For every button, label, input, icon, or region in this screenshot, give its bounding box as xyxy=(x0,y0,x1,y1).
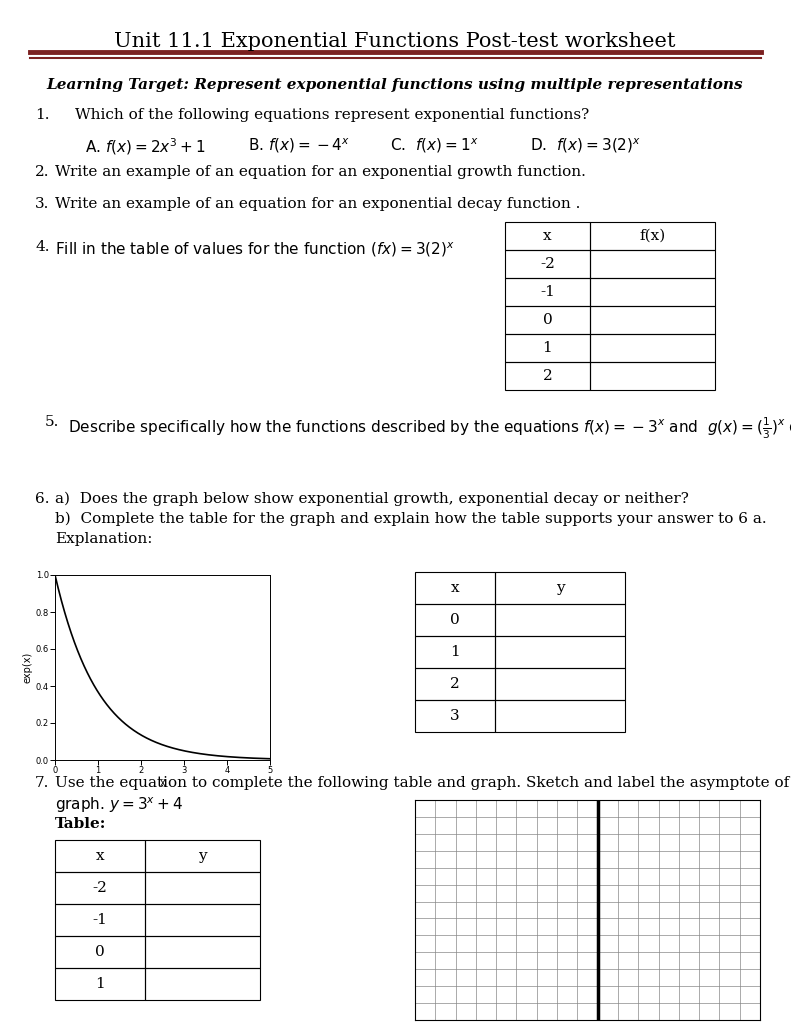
Bar xyxy=(505,222,590,250)
Text: Write an example of an equation for an exponential growth function.: Write an example of an equation for an e… xyxy=(55,165,586,179)
Bar xyxy=(590,362,715,390)
Text: graph. $y = 3^x + 4$: graph. $y = 3^x + 4$ xyxy=(55,795,184,815)
Text: 1: 1 xyxy=(95,977,105,991)
Text: C.  $f(x) = 1^x$: C. $f(x) = 1^x$ xyxy=(390,136,479,155)
Bar xyxy=(55,840,145,872)
Bar xyxy=(145,904,260,936)
Text: -2: -2 xyxy=(93,881,108,895)
Text: 2: 2 xyxy=(543,369,552,383)
Text: 7.: 7. xyxy=(35,776,49,790)
Text: -1: -1 xyxy=(540,285,555,299)
Text: Which of the following equations represent exponential functions?: Which of the following equations represe… xyxy=(75,108,589,122)
Text: y: y xyxy=(556,581,564,595)
Text: 4.: 4. xyxy=(35,240,50,254)
Bar xyxy=(505,334,590,362)
Text: Unit 11.1 Exponential Functions Post-test worksheet: Unit 11.1 Exponential Functions Post-tes… xyxy=(114,32,676,51)
Bar xyxy=(145,936,260,968)
Bar xyxy=(505,250,590,278)
Text: a)  Does the graph below show exponential growth, exponential decay or neither?: a) Does the graph below show exponential… xyxy=(55,492,689,507)
Text: 0: 0 xyxy=(543,313,552,327)
Text: 3: 3 xyxy=(450,709,460,723)
Bar xyxy=(55,904,145,936)
Text: Explanation:: Explanation: xyxy=(55,532,153,546)
Text: 0: 0 xyxy=(95,945,105,959)
Text: Use the equation to complete the following table and graph. Sketch and label the: Use the equation to complete the followi… xyxy=(55,776,791,790)
Bar xyxy=(415,604,495,636)
Text: 2: 2 xyxy=(450,677,460,691)
Bar xyxy=(495,668,625,700)
Bar xyxy=(590,222,715,250)
Bar xyxy=(145,872,260,904)
Bar xyxy=(590,306,715,334)
Bar xyxy=(495,700,625,732)
Text: f(x): f(x) xyxy=(639,229,665,243)
Bar xyxy=(145,968,260,1000)
Bar xyxy=(55,936,145,968)
Y-axis label: exp(x): exp(x) xyxy=(23,652,32,683)
Text: Describe specifically how the functions described by the equations $f(x) = -3^x$: Describe specifically how the functions … xyxy=(68,415,791,440)
Text: Fill in the table of values for the function $(fx) = 3(2)^x$: Fill in the table of values for the func… xyxy=(55,240,455,259)
Text: B. $f(x) = -4^x$: B. $f(x) = -4^x$ xyxy=(248,136,350,155)
Text: x: x xyxy=(451,581,460,595)
Bar xyxy=(590,250,715,278)
Bar xyxy=(495,572,625,604)
Text: 1: 1 xyxy=(450,645,460,659)
Bar xyxy=(505,306,590,334)
Text: A. $f(x) = 2x^3 + 1$: A. $f(x) = 2x^3 + 1$ xyxy=(85,136,206,157)
Text: Table:: Table: xyxy=(55,817,106,831)
Text: 2.: 2. xyxy=(35,165,50,179)
Text: -1: -1 xyxy=(93,913,108,927)
Text: x: x xyxy=(96,849,104,863)
Bar xyxy=(495,636,625,668)
Text: 3.: 3. xyxy=(35,197,49,211)
Bar xyxy=(55,872,145,904)
Bar xyxy=(505,362,590,390)
Bar xyxy=(590,278,715,306)
Bar xyxy=(505,278,590,306)
Text: Write an example of an equation for an exponential decay function .: Write an example of an equation for an e… xyxy=(55,197,581,211)
X-axis label: x: x xyxy=(160,778,165,788)
Text: 1: 1 xyxy=(543,341,552,355)
Text: 0: 0 xyxy=(450,613,460,627)
Text: b)  Complete the table for the graph and explain how the table supports your ans: b) Complete the table for the graph and … xyxy=(55,512,766,526)
Bar xyxy=(415,572,495,604)
Bar xyxy=(415,636,495,668)
Text: 1.: 1. xyxy=(35,108,50,122)
Text: Learning Target: Represent exponential functions using multiple representations: Learning Target: Represent exponential f… xyxy=(47,78,744,92)
Bar xyxy=(415,700,495,732)
Text: y: y xyxy=(199,849,206,863)
Text: x: x xyxy=(543,229,552,243)
Text: -2: -2 xyxy=(540,257,555,271)
Bar xyxy=(590,334,715,362)
Bar xyxy=(415,668,495,700)
Text: 5.: 5. xyxy=(45,415,59,429)
Bar xyxy=(495,604,625,636)
Bar xyxy=(55,968,145,1000)
Bar xyxy=(145,840,260,872)
Text: 6.: 6. xyxy=(35,492,50,506)
Text: D.  $f(x) = 3(2)^x$: D. $f(x) = 3(2)^x$ xyxy=(530,136,642,155)
